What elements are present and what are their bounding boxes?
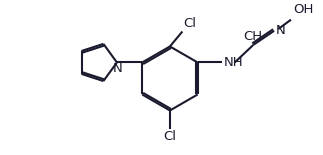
Text: Cl: Cl bbox=[183, 17, 196, 30]
Text: Cl: Cl bbox=[163, 130, 176, 143]
Text: OH: OH bbox=[293, 3, 314, 16]
Text: N: N bbox=[113, 62, 123, 75]
Text: CH: CH bbox=[244, 30, 263, 43]
Text: N: N bbox=[276, 24, 286, 37]
Text: NH: NH bbox=[223, 56, 243, 69]
